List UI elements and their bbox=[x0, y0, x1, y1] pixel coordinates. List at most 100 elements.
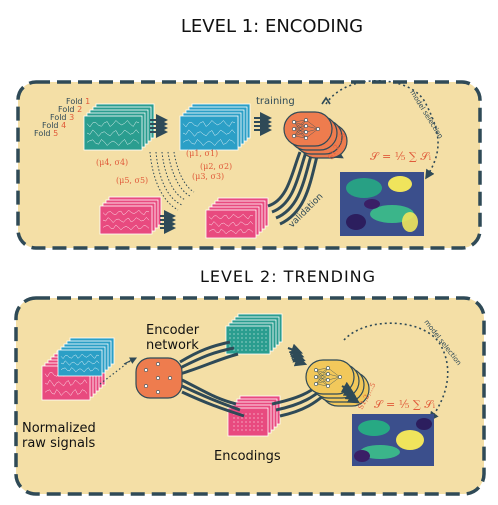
net-edge bbox=[305, 119, 319, 130]
fold-label: Fold 4 bbox=[42, 121, 66, 130]
net-edge bbox=[315, 369, 329, 375]
net-edge bbox=[293, 121, 307, 133]
net-node bbox=[304, 136, 308, 140]
net-edge bbox=[327, 376, 341, 381]
arc-head bbox=[321, 96, 331, 105]
net-edge bbox=[315, 373, 329, 378]
orange-model-stack bbox=[283, 111, 348, 159]
net-edge bbox=[293, 135, 307, 139]
signal-trace bbox=[44, 389, 88, 396]
net-node bbox=[326, 378, 330, 382]
net-edge bbox=[293, 128, 307, 139]
net-edge bbox=[327, 373, 341, 378]
normalized-validation-stack bbox=[205, 197, 269, 239]
signal-trace bbox=[86, 120, 140, 128]
net-edge bbox=[315, 376, 329, 381]
encoder-node bbox=[156, 362, 160, 366]
net-edge bbox=[293, 125, 307, 137]
net-edge bbox=[293, 125, 307, 130]
net-edge bbox=[315, 367, 329, 371]
signal-sheet bbox=[99, 205, 153, 235]
raw-to-encoder-line bbox=[99, 357, 135, 385]
encoder-node bbox=[144, 368, 148, 372]
normalized-train-stack bbox=[179, 103, 251, 151]
fold-label: Fold 5 bbox=[34, 129, 58, 138]
arrows-teal-to-model bbox=[287, 343, 308, 367]
encoder-node bbox=[168, 376, 172, 380]
net-edge bbox=[293, 131, 307, 137]
net-edge bbox=[315, 367, 329, 385]
net-node bbox=[314, 368, 318, 372]
fold-labels: Fold 1 Fold 2 Fold 3 Fold 4 Fold 5 bbox=[34, 97, 90, 138]
fold-label: Fold 1 bbox=[66, 97, 90, 106]
net-edge bbox=[315, 367, 329, 378]
encoder-network-label: Encoder network bbox=[146, 323, 203, 353]
raw-blue-signals bbox=[57, 337, 115, 377]
net-node bbox=[326, 372, 330, 376]
net-node bbox=[292, 127, 296, 131]
pink-encodings-stack bbox=[227, 395, 281, 437]
signal-trace bbox=[208, 221, 254, 227]
validation-fold-stack bbox=[99, 196, 162, 235]
signal-trace bbox=[182, 129, 236, 137]
formula-l2: 𝒮 = ¹⁄₅ ∑ 𝒮ᵢ bbox=[374, 398, 436, 411]
param-label: (μ3, σ3) bbox=[192, 172, 224, 181]
model-pill bbox=[283, 111, 333, 147]
net-node bbox=[292, 134, 296, 138]
signal-trace bbox=[208, 213, 254, 220]
score-heatmap bbox=[340, 172, 424, 236]
arrows-val-to-norm bbox=[160, 210, 176, 234]
fold-label: Fold 3 bbox=[50, 113, 74, 122]
signal-sheet bbox=[205, 209, 257, 239]
param-label: (μ2, σ2) bbox=[200, 162, 232, 171]
encodings-label: Encodings bbox=[214, 449, 281, 464]
net-node bbox=[304, 118, 308, 122]
net-node bbox=[326, 384, 330, 388]
net-node bbox=[314, 382, 318, 386]
signal-trace bbox=[182, 139, 236, 146]
arrow bbox=[346, 392, 361, 404]
net-edge bbox=[305, 128, 319, 133]
normalized-signals-label: Normalized raw signals bbox=[22, 421, 100, 451]
signal-trace bbox=[102, 217, 150, 223]
signal-trace bbox=[208, 228, 254, 235]
param-label: (μ4, σ4) bbox=[96, 158, 128, 167]
level1-title: LEVEL 1: ENCODING bbox=[181, 16, 363, 37]
raw-to-encoder-arrow bbox=[123, 357, 138, 365]
encoder-output-curves bbox=[179, 340, 245, 418]
net-node bbox=[304, 130, 308, 134]
teal-encodings-stack bbox=[225, 313, 283, 355]
formula: 𝒮 = ¹⁄₅ ∑ 𝒮ᵢ bbox=[370, 150, 432, 163]
level2-title: LEVEL 2: TRENDING bbox=[200, 267, 376, 286]
net-node bbox=[314, 375, 318, 379]
encoding-grid bbox=[231, 411, 265, 433]
score-heatmap-l2 bbox=[352, 414, 434, 466]
net-edge bbox=[327, 367, 341, 378]
signal-trace bbox=[60, 367, 100, 373]
net-edge bbox=[293, 119, 307, 123]
net-edge bbox=[315, 373, 329, 385]
net-edge bbox=[293, 119, 307, 130]
net-node bbox=[316, 127, 320, 131]
encoder-node bbox=[156, 376, 160, 380]
validation-curves bbox=[267, 151, 320, 226]
net-edge bbox=[315, 379, 329, 385]
parameter-labels: (μ1, σ1) (μ4, σ4) (μ2, σ2) (μ3, σ3) (μ5,… bbox=[96, 149, 232, 185]
level1-signal-stacks bbox=[83, 103, 269, 239]
model-selection-arc-l2 bbox=[343, 322, 449, 422]
net-edge bbox=[305, 128, 319, 139]
net-node bbox=[292, 120, 296, 124]
training-label: training bbox=[256, 96, 295, 107]
net-edge bbox=[305, 125, 319, 130]
net-edge bbox=[327, 376, 341, 387]
net-edge bbox=[315, 369, 329, 387]
model-selection-arc bbox=[325, 79, 439, 180]
encoder-node bbox=[156, 390, 160, 394]
signal-trace bbox=[102, 209, 150, 216]
encoder-network-stack bbox=[283, 111, 348, 159]
encoder-network bbox=[135, 357, 183, 399]
signal-trace bbox=[86, 139, 140, 146]
net-edge bbox=[293, 121, 307, 127]
signal-sheet bbox=[83, 115, 143, 151]
